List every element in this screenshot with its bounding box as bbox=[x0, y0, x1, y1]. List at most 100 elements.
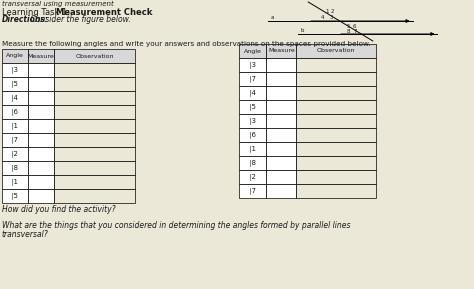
Text: ∣7: ∣7 bbox=[11, 137, 19, 143]
Bar bbox=[28, 77, 54, 91]
Bar bbox=[238, 100, 266, 114]
Bar bbox=[296, 142, 376, 156]
Text: ∣5: ∣5 bbox=[249, 103, 256, 110]
Bar bbox=[296, 128, 376, 142]
Bar bbox=[266, 156, 296, 170]
Text: ∣2: ∣2 bbox=[249, 174, 256, 180]
Text: ∣5: ∣5 bbox=[11, 192, 19, 199]
Text: 4: 4 bbox=[321, 15, 325, 20]
Text: Learning Task 1:: Learning Task 1: bbox=[2, 8, 73, 17]
Bar bbox=[266, 128, 296, 142]
Bar bbox=[54, 161, 135, 175]
Text: ∣4: ∣4 bbox=[11, 95, 19, 101]
Text: ∣3: ∣3 bbox=[248, 62, 256, 68]
Bar bbox=[238, 86, 266, 100]
Bar bbox=[266, 184, 296, 198]
Bar bbox=[54, 49, 135, 63]
Bar bbox=[2, 147, 28, 161]
Bar bbox=[266, 142, 296, 156]
Text: ∣1: ∣1 bbox=[11, 123, 19, 129]
Text: Angle: Angle bbox=[244, 49, 262, 53]
Text: What are the things that you considered in determining the angles formed by para: What are the things that you considered … bbox=[2, 221, 350, 230]
Text: Measure the following angles and write your answers and observations on the spac: Measure the following angles and write y… bbox=[2, 41, 371, 47]
Text: ∣5: ∣5 bbox=[11, 81, 19, 88]
Bar bbox=[28, 63, 54, 77]
Text: transversal using measurement: transversal using measurement bbox=[2, 1, 114, 7]
Text: Observation: Observation bbox=[75, 53, 114, 58]
Bar bbox=[2, 63, 28, 77]
Bar bbox=[2, 91, 28, 105]
Bar bbox=[238, 58, 266, 72]
Text: ∣1: ∣1 bbox=[11, 179, 19, 186]
Text: Measure: Measure bbox=[27, 53, 54, 58]
Bar bbox=[238, 142, 266, 156]
Bar bbox=[296, 114, 376, 128]
Text: ∣3: ∣3 bbox=[248, 118, 256, 125]
Bar bbox=[296, 170, 376, 184]
Text: ∣3: ∣3 bbox=[11, 66, 19, 73]
Text: 7: 7 bbox=[354, 29, 357, 34]
Bar bbox=[238, 170, 266, 184]
Bar bbox=[28, 105, 54, 119]
Bar bbox=[266, 170, 296, 184]
Bar bbox=[266, 44, 296, 58]
Bar bbox=[2, 49, 28, 63]
Text: ∣2: ∣2 bbox=[11, 151, 19, 158]
Bar bbox=[238, 184, 266, 198]
Text: 1: 1 bbox=[325, 9, 328, 14]
Bar bbox=[54, 105, 135, 119]
Bar bbox=[2, 189, 28, 203]
Text: transversal?: transversal? bbox=[2, 230, 49, 239]
Bar bbox=[296, 184, 376, 198]
Bar bbox=[28, 119, 54, 133]
Bar bbox=[54, 91, 135, 105]
Text: a: a bbox=[271, 15, 274, 20]
Bar bbox=[54, 133, 135, 147]
Bar bbox=[2, 175, 28, 189]
Text: ∣4: ∣4 bbox=[249, 90, 256, 97]
Text: How did you find the activity?: How did you find the activity? bbox=[2, 205, 116, 214]
Text: ∣6: ∣6 bbox=[248, 131, 256, 138]
Text: ∣8: ∣8 bbox=[248, 160, 256, 166]
Text: ∣7: ∣7 bbox=[248, 75, 256, 82]
Text: ∣1: ∣1 bbox=[248, 146, 256, 152]
Text: Angle: Angle bbox=[6, 53, 24, 58]
Bar bbox=[238, 128, 266, 142]
Bar bbox=[266, 86, 296, 100]
Bar bbox=[28, 161, 54, 175]
Text: Measurement Check: Measurement Check bbox=[55, 8, 152, 17]
Bar bbox=[296, 44, 376, 58]
Text: Directions:: Directions: bbox=[2, 15, 49, 24]
Text: 6: 6 bbox=[353, 24, 356, 29]
Bar bbox=[266, 114, 296, 128]
Bar bbox=[28, 91, 54, 105]
Bar bbox=[296, 100, 376, 114]
Text: 8: 8 bbox=[347, 29, 350, 34]
Bar bbox=[266, 72, 296, 86]
Bar bbox=[28, 175, 54, 189]
Text: 3: 3 bbox=[329, 15, 333, 20]
Text: Consider the figure below.: Consider the figure below. bbox=[28, 15, 131, 24]
Bar bbox=[28, 49, 54, 63]
Bar bbox=[54, 63, 135, 77]
Bar bbox=[28, 189, 54, 203]
Bar bbox=[238, 44, 266, 58]
Text: Observation: Observation bbox=[317, 49, 356, 53]
Text: ∣6: ∣6 bbox=[11, 109, 19, 115]
Bar bbox=[296, 72, 376, 86]
Text: ∣8: ∣8 bbox=[11, 164, 19, 171]
Bar bbox=[54, 147, 135, 161]
Text: ∣7: ∣7 bbox=[248, 188, 256, 194]
Bar bbox=[266, 100, 296, 114]
Bar bbox=[296, 156, 376, 170]
Text: Measure: Measure bbox=[268, 49, 295, 53]
Bar bbox=[2, 119, 28, 133]
Bar bbox=[266, 58, 296, 72]
Bar bbox=[238, 156, 266, 170]
Bar bbox=[296, 58, 376, 72]
Bar bbox=[238, 72, 266, 86]
Bar bbox=[238, 114, 266, 128]
Bar bbox=[296, 86, 376, 100]
Text: b: b bbox=[301, 28, 304, 33]
Bar bbox=[28, 133, 54, 147]
